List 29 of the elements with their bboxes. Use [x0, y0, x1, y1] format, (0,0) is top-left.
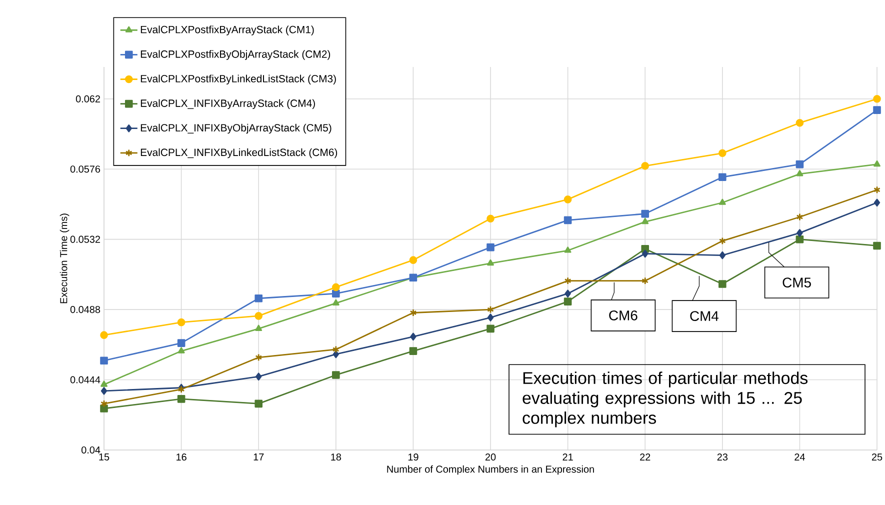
y-tick-label: 0.0488: [70, 306, 100, 314]
legend-label: EvalCPLXPostfixByArrayStack (CM1): [140, 26, 314, 36]
x-tick-label: 16: [176, 454, 186, 461]
x-tick-label: 15: [99, 454, 110, 460]
annotation: Execution times of particular methods evaluating expressions with 15 ... 25 complex numbers: [522, 372, 808, 428]
x-tick-label: 22: [640, 454, 650, 460]
x-tick-label: 24: [794, 454, 805, 460]
annotation: CM5: [782, 278, 811, 288]
x-tick-label: 23: [717, 454, 728, 461]
legend-label: EvalCPLX_INFIXByObjArrayStack (CM5): [140, 124, 332, 134]
legend-label: EvalCPLXPostfixByLinkedListStack (CM3): [140, 74, 336, 84]
y-axis-title: Execution Time (ms): [60, 214, 70, 304]
legend-label: EvalCPLX_INFIXByLinkedListStack (CM6): [140, 148, 338, 158]
x-tick-label: 25: [872, 454, 882, 461]
x-tick-label: 18: [331, 454, 342, 461]
x-tick-label: 17: [254, 454, 264, 460]
legend-label: EvalCPLXPostfixByObjArrayStack (CM2): [140, 50, 330, 60]
annotation: CM4: [690, 311, 719, 321]
x-tick-label: 21: [562, 454, 573, 460]
x-tick-label: 19: [408, 454, 418, 461]
y-tick-label: 0.0444: [70, 376, 100, 384]
y-tick-label: 0.0532: [70, 236, 100, 243]
legend-label: EvalCPLX_INFIXByArrayStack (CM4): [140, 99, 315, 110]
y-tick-label: 0.062: [76, 95, 100, 102]
y-tick-label: 0.0576: [70, 166, 100, 173]
y-tick-label: 0.04: [81, 446, 100, 454]
annotation: CM6: [609, 310, 638, 320]
x-axis-title: Number of Complex Numbers in an Expression: [387, 465, 594, 475]
x-tick-label: 20: [485, 454, 496, 461]
